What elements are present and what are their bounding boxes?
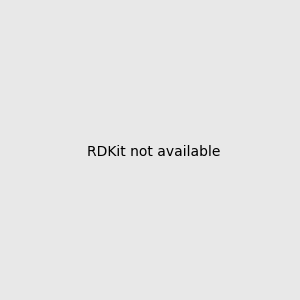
Text: RDKit not available: RDKit not available: [87, 145, 220, 158]
